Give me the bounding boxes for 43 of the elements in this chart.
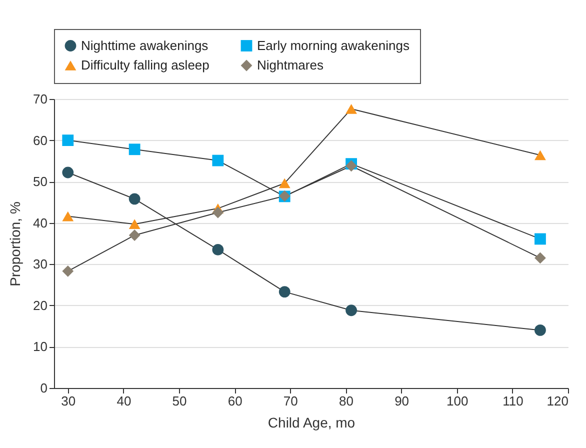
y-tick-label: 10 [33, 339, 48, 354]
x-tick-label: 80 [338, 394, 354, 408]
point [62, 134, 74, 146]
x-tick-label: 60 [228, 394, 242, 408]
point [212, 206, 224, 218]
point [346, 304, 357, 316]
legend-label: Nightmares [257, 58, 324, 72]
legend-label: Nighttime awakenings [81, 38, 209, 53]
x-tick-label: 110 [502, 394, 524, 408]
point [62, 265, 74, 277]
x-tick-label: 70 [283, 394, 298, 408]
point [128, 193, 140, 205]
point [62, 166, 74, 178]
point [346, 104, 357, 114]
x-tick-label: 30 [61, 394, 76, 408]
point [128, 144, 140, 156]
y-tick-label: 30 [33, 256, 48, 272]
point [534, 233, 546, 245]
x-tick-label: 90 [394, 394, 410, 408]
point [62, 211, 74, 222]
point [534, 150, 546, 160]
x-tick-label: 120 [546, 394, 568, 408]
point [534, 252, 546, 264]
point [128, 230, 140, 241]
y-axis-title: Proportion, % [7, 202, 24, 286]
y-tick-label: 0 [40, 380, 48, 396]
x-tick-label: 50 [172, 394, 187, 408]
point [278, 178, 290, 188]
point [212, 154, 224, 166]
legend-label: Difficulty falling asleep [81, 58, 210, 72]
point [278, 286, 290, 298]
point [534, 324, 546, 336]
x-tick-label: 40 [116, 394, 132, 408]
x-tick-label: 100 [446, 394, 468, 408]
legend-label: Early morning awakenings [257, 38, 410, 53]
y-tick-label: 20 [33, 298, 48, 313]
point [128, 219, 140, 230]
y-tick-label: 60 [33, 132, 48, 148]
y-tick-label: 70 [33, 92, 48, 106]
y-tick-label: 50 [33, 174, 48, 190]
x-axis-title: Child Age, mo [268, 414, 356, 430]
point [212, 244, 224, 256]
y-tick-label: 40 [33, 215, 48, 230]
